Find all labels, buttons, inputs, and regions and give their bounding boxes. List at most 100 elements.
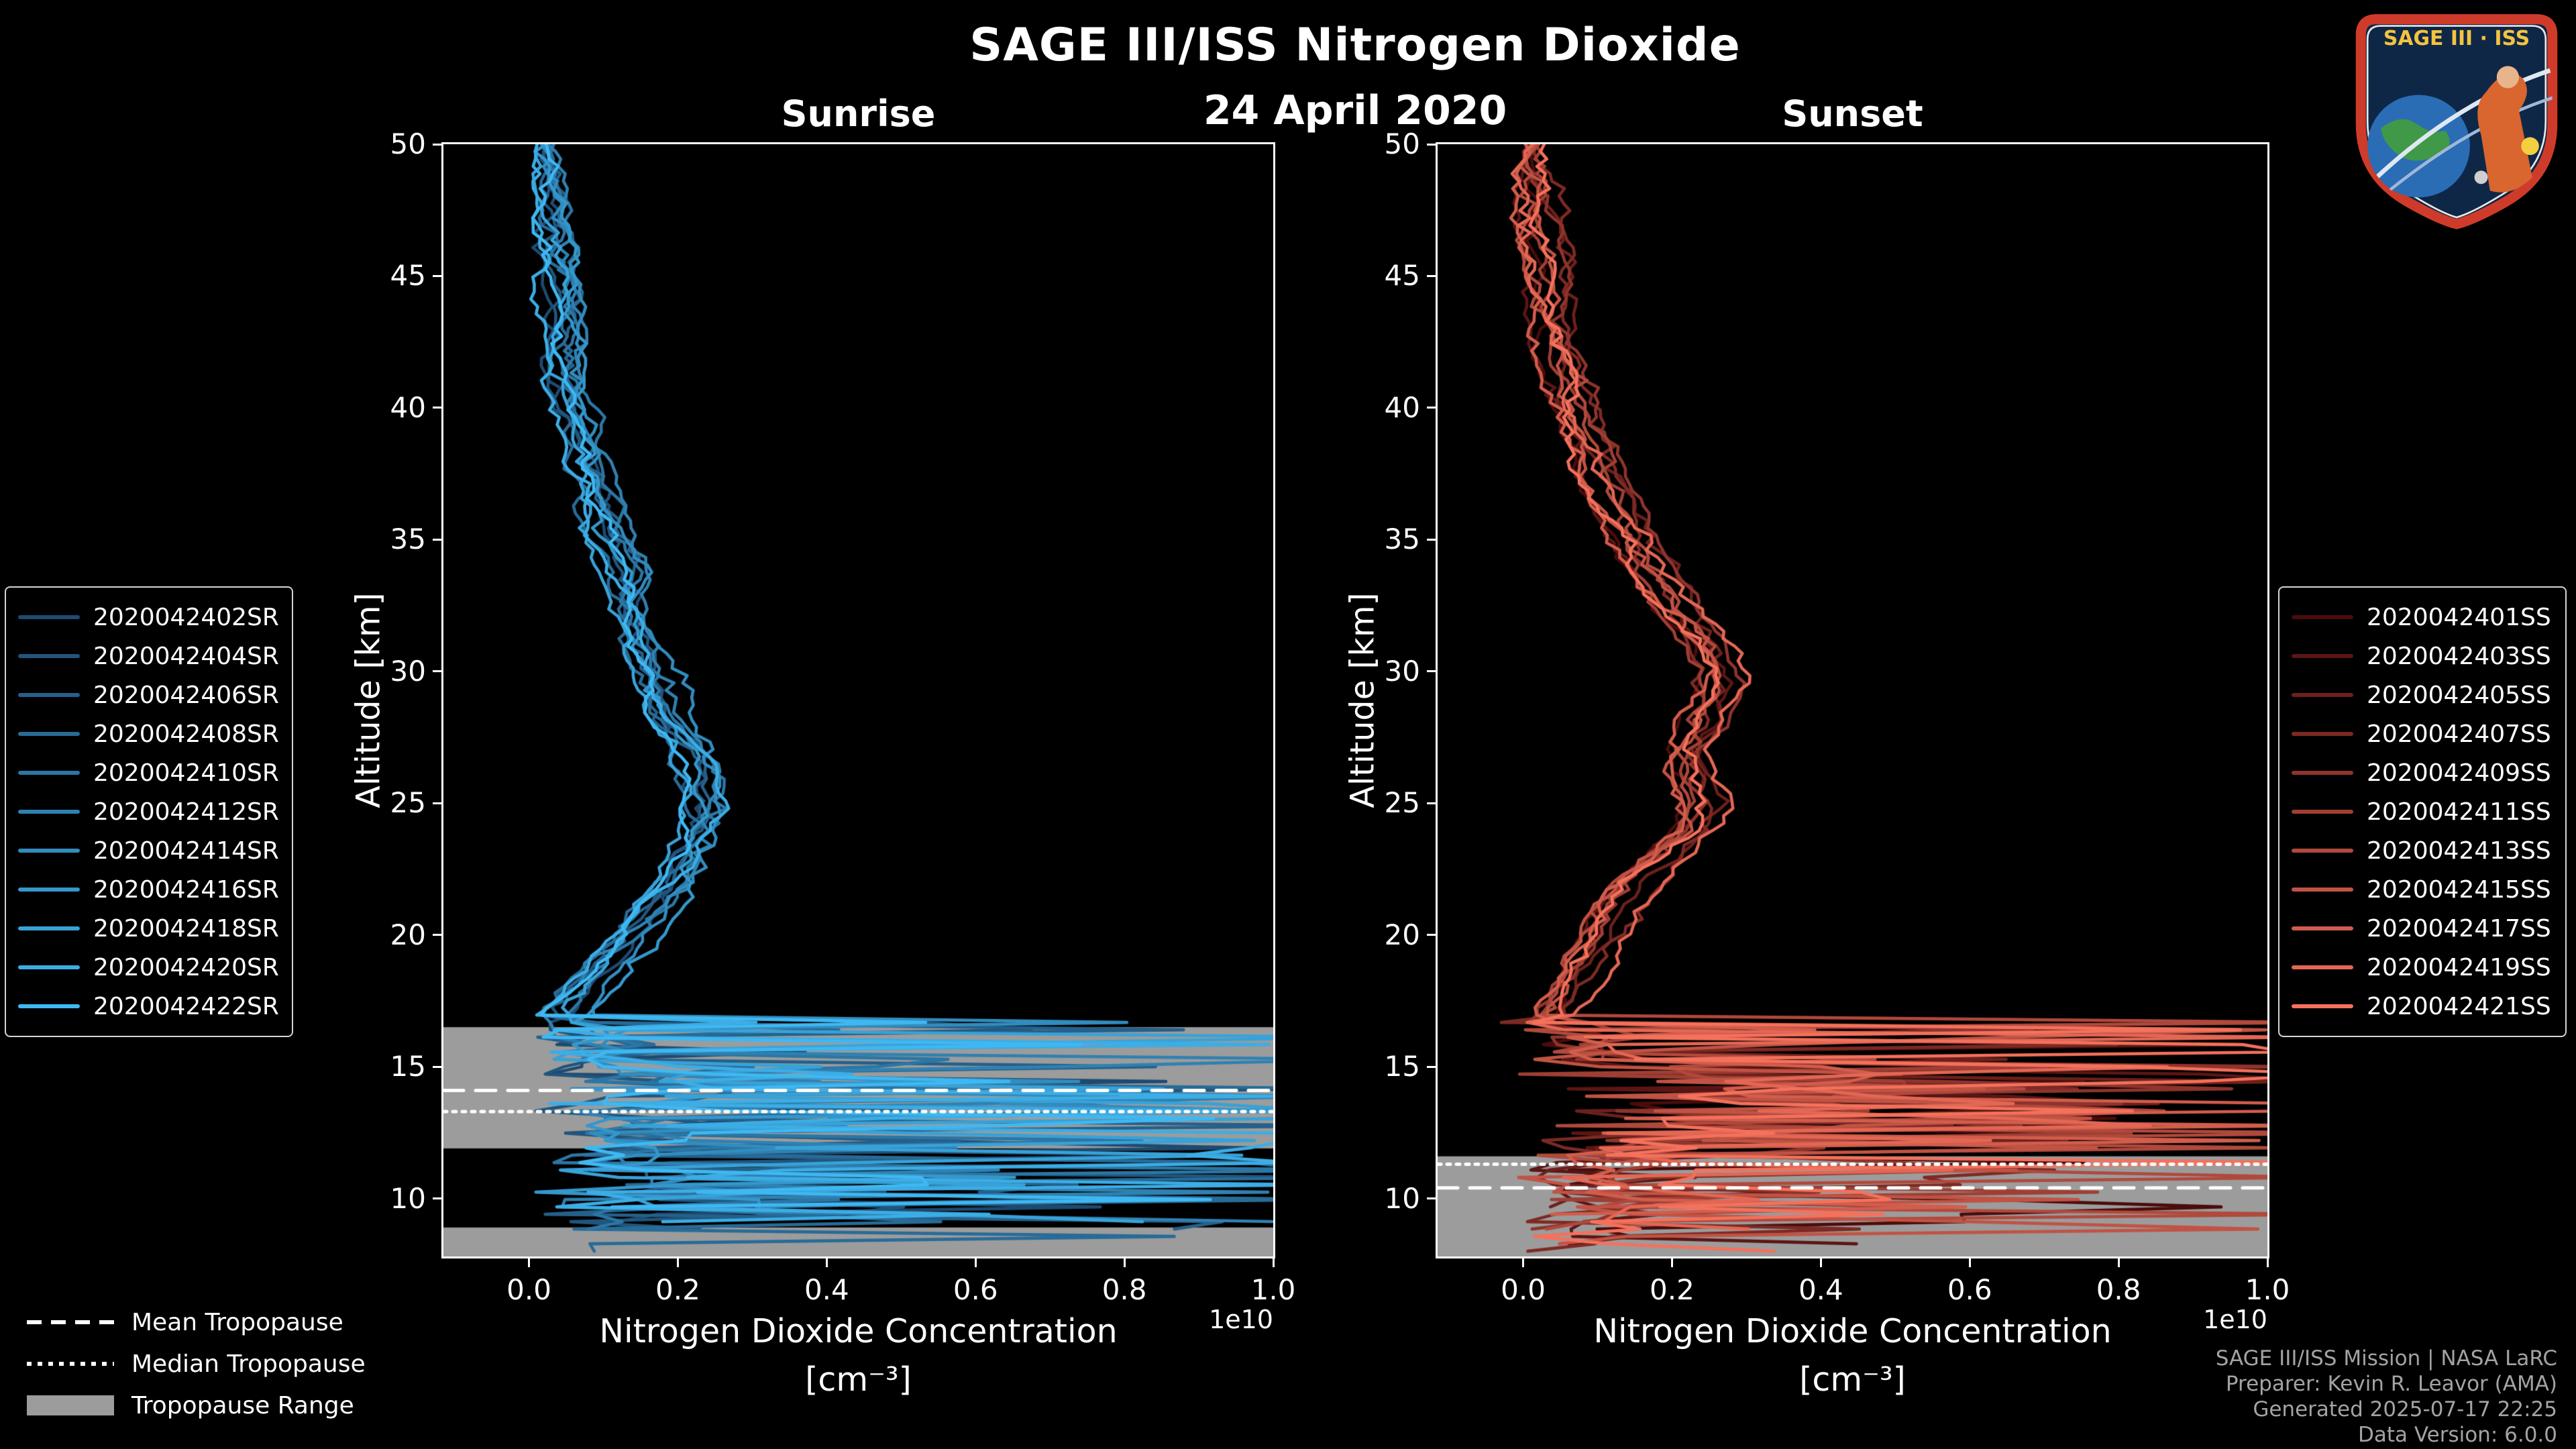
sunset-y-tick-label: 40 — [1384, 390, 1420, 424]
legend-item: 2020042402SR — [18, 598, 280, 637]
legend-label: 2020042410SR — [93, 759, 279, 787]
sunset-y-tick-label: 10 — [1384, 1181, 1420, 1215]
logo-orbit-line — [2370, 68, 2551, 184]
sunset-x-axis-units: [cm⁻³] — [1799, 1360, 1906, 1399]
legend-label: 2020042407SS — [2367, 720, 2551, 748]
legend-label: 2020042409SS — [2367, 759, 2551, 787]
sunrise-y-tick-mark — [433, 407, 443, 409]
sunset-y-tick-mark — [1427, 670, 1438, 673]
logo-sun — [2521, 137, 2539, 156]
sunrise-x-tick-mark — [1272, 1256, 1275, 1267]
sunset-y-tick-label: 30 — [1384, 654, 1420, 688]
legend-label: 2020042417SS — [2367, 914, 2551, 943]
sunset-x-tick-mark — [1968, 1256, 1971, 1267]
legend-item: 2020042405SS — [2292, 676, 2553, 714]
legend-label: 2020042403SS — [2367, 642, 2551, 670]
sunrise-x-tick-label: 0.4 — [804, 1273, 849, 1306]
tropopause-range-label: Tropopause Range — [131, 1391, 354, 1419]
sunrise-y-tick-mark — [433, 274, 443, 277]
mean-tropopause-legend-item: Mean Tropopause — [27, 1301, 366, 1343]
dotted-line-swatch — [27, 1362, 114, 1366]
sunrise-y-tick-mark — [433, 1197, 443, 1200]
sunset-y-tick-label: 15 — [1384, 1050, 1420, 1083]
sunrise-x-tick-label: 0.6 — [953, 1273, 998, 1306]
legend-line-swatch — [2292, 1004, 2353, 1008]
sunrise-y-tick-label: 25 — [390, 786, 426, 820]
sunset-y-tick-label: 25 — [1384, 786, 1420, 820]
legend-item: 2020042408SR — [18, 714, 280, 753]
footer-line: Generated 2025-07-17 22:25 — [2253, 1397, 2557, 1421]
legend-label: 2020042402SR — [93, 603, 279, 631]
legend-label: 2020042413SS — [2367, 837, 2551, 865]
sunrise-y-tick-mark — [433, 802, 443, 804]
sunset-x-tick-label: 1.0 — [2245, 1273, 2290, 1306]
legend-label: 2020042406SR — [93, 681, 279, 709]
sunrise-y-tick-mark — [433, 934, 443, 936]
sunrise-y-tick-label: 45 — [390, 259, 426, 292]
legend-label: 2020042420SR — [93, 953, 279, 981]
sunset-x-tick-mark — [1670, 1256, 1673, 1267]
sunrise-x-tick-label: 0.0 — [506, 1273, 551, 1306]
logo-title-text: SAGE III · ISS — [2383, 27, 2530, 50]
sunset-legend: 2020042401SS 2020042403SS 2020042405SS 2020… — [2278, 586, 2567, 1037]
legend-item: 2020042415SS — [2292, 870, 2553, 909]
sunset-y-tick-mark — [1427, 274, 1438, 277]
sunrise-legend: 2020042402SR 2020042404SR 2020042406SR 2020… — [5, 586, 293, 1037]
sunrise-y-tick-mark — [433, 1065, 443, 1068]
sunrise-x-tick-mark — [974, 1256, 977, 1267]
sunrise-y-tick-mark — [433, 143, 443, 146]
sunset-y-tick-label: 50 — [1384, 127, 1420, 160]
sunrise-y-tick-label: 30 — [390, 654, 426, 688]
sunset-plot-area — [1436, 142, 2269, 1258]
legend-line-swatch — [2292, 849, 2353, 853]
legend-line-swatch — [18, 654, 80, 658]
sunrise-y-tick-label: 40 — [390, 390, 426, 424]
sunrise-y-tick-label: 20 — [390, 918, 426, 951]
legend-line-swatch — [2292, 654, 2353, 658]
legend-label: 2020042411SS — [2367, 798, 2551, 826]
legend-item: 2020042416SR — [18, 870, 280, 909]
sunset-y-tick-label: 45 — [1384, 259, 1420, 292]
sunset-y-tick-mark — [1427, 1065, 1438, 1068]
legend-line-swatch — [18, 888, 80, 892]
legend-item: 2020042414SR — [18, 831, 280, 870]
footer-line: SAGE III/ISS Mission | NASA LaRC — [2215, 1346, 2557, 1371]
footer-line: Data Version: 6.0.0 — [2357, 1423, 2557, 1447]
sunrise-x-tick-label: 1.0 — [1250, 1273, 1296, 1306]
sunrise-y-tick-label: 50 — [390, 127, 426, 160]
sunset-y-tick-mark — [1427, 538, 1438, 541]
legend-line-swatch — [2292, 965, 2353, 969]
legend-label: 2020042414SR — [93, 837, 279, 865]
sunrise-x-axis-units: [cm⁻³] — [805, 1360, 912, 1399]
sunset-y-tick-label: 20 — [1384, 918, 1420, 951]
sunrise-x-tick-mark — [676, 1256, 679, 1267]
legend-label: 2020042421SS — [2367, 992, 2551, 1020]
sunrise-x-axis-offset: 1e10 — [1209, 1305, 1273, 1334]
legend-item: 2020042410SR — [18, 753, 280, 792]
sunrise-y-axis-label: Altitude [km] — [349, 592, 388, 808]
legend-label: 2020042419SS — [2367, 953, 2551, 981]
logo-inner-border — [2366, 25, 2547, 219]
tropopause-range-legend-item: Tropopause Range — [27, 1385, 366, 1426]
legend-line-swatch — [2292, 732, 2353, 736]
legend-item: 2020042412SR — [18, 792, 280, 831]
sunrise-plot-area — [441, 142, 1275, 1258]
logo-orbit-line-2 — [2379, 95, 2553, 199]
legend-item: 2020042413SS — [2292, 831, 2553, 870]
sunset-x-tick-mark — [1522, 1256, 1525, 1267]
legend-line-swatch — [2292, 888, 2353, 892]
legend-item: 2020042418SR — [18, 909, 280, 948]
legend-label: 2020042408SR — [93, 720, 279, 748]
sunset-panel-title: Sunset — [1782, 93, 1923, 135]
dashed-line-swatch — [27, 1320, 114, 1324]
sunset-x-tick-mark — [2117, 1256, 2120, 1267]
gray-patch-swatch — [27, 1395, 114, 1415]
sunset-x-tick-label: 0.2 — [1650, 1273, 1695, 1306]
legend-label: 2020042412SR — [93, 798, 279, 826]
sunrise-x-tick-label: 0.2 — [655, 1273, 700, 1306]
mean-tropopause-label: Mean Tropopause — [131, 1308, 343, 1336]
legend-item: 2020042401SS — [2292, 598, 2553, 637]
legend-line-swatch — [2292, 615, 2353, 619]
legend-line-swatch — [2292, 771, 2353, 775]
figure-date: 24 April 2020 — [1203, 87, 1507, 134]
